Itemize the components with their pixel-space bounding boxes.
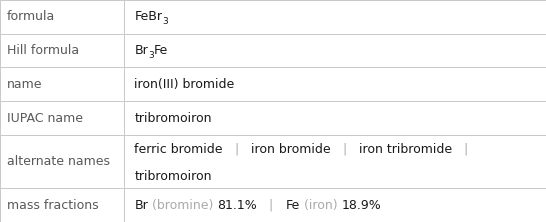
- Text: ferric bromide: ferric bromide: [134, 143, 223, 156]
- Text: alternate names: alternate names: [7, 155, 110, 168]
- Text: (iron): (iron): [300, 199, 341, 212]
- Text: tribromoiron: tribromoiron: [134, 112, 212, 125]
- Text: formula: formula: [7, 10, 55, 23]
- Text: |: |: [257, 199, 286, 212]
- Text: name: name: [7, 78, 42, 91]
- Text: Hill formula: Hill formula: [7, 44, 79, 57]
- Text: IUPAC name: IUPAC name: [7, 112, 82, 125]
- Text: |: |: [452, 143, 468, 156]
- Text: mass fractions: mass fractions: [7, 199, 98, 212]
- Text: iron bromide: iron bromide: [251, 143, 331, 156]
- Text: |: |: [223, 143, 251, 156]
- Text: Br: Br: [134, 199, 148, 212]
- Text: 3: 3: [162, 17, 168, 26]
- Text: Br: Br: [134, 44, 148, 57]
- Text: 18.9%: 18.9%: [341, 199, 381, 212]
- Text: iron tribromide: iron tribromide: [359, 143, 452, 156]
- Text: |: |: [331, 143, 359, 156]
- Text: Fe: Fe: [154, 44, 168, 57]
- Text: 81.1%: 81.1%: [217, 199, 257, 212]
- Text: 3: 3: [148, 51, 154, 60]
- Text: Fe: Fe: [286, 199, 300, 212]
- Text: FeBr: FeBr: [134, 10, 162, 23]
- Text: (bromine): (bromine): [148, 199, 217, 212]
- Text: tribromoiron: tribromoiron: [134, 170, 212, 182]
- Text: iron(III) bromide: iron(III) bromide: [134, 78, 235, 91]
